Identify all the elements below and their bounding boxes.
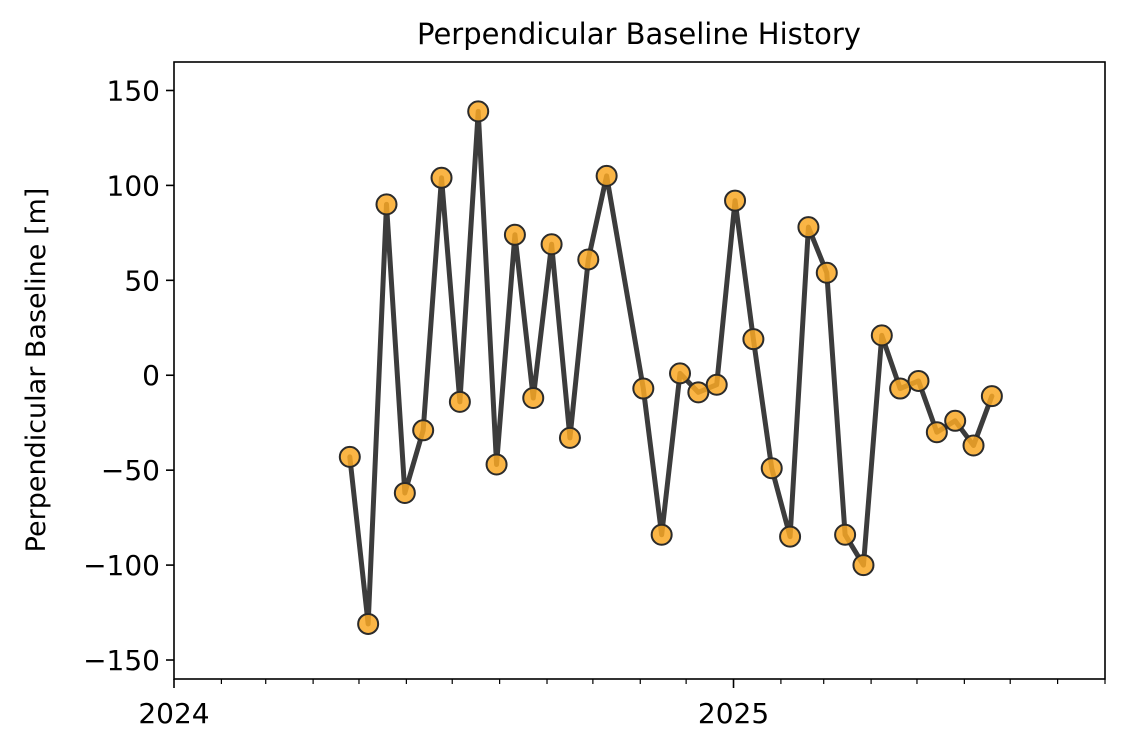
data-point xyxy=(779,525,802,548)
data-point xyxy=(467,100,490,123)
y-tick-label: 50 xyxy=(124,264,160,297)
y-tick-label: −100 xyxy=(83,549,160,582)
data-point xyxy=(815,261,838,284)
chart-title: Perpendicular Baseline History xyxy=(417,17,861,51)
x-tick-label: 2024 xyxy=(138,697,209,730)
data-point xyxy=(522,387,545,410)
data-point xyxy=(852,554,875,577)
y-axis-label: Perpendicular Baseline [m] xyxy=(21,188,52,553)
y-tick-label: 100 xyxy=(107,169,160,202)
data-point xyxy=(742,328,765,351)
y-tick-label: 150 xyxy=(107,74,160,107)
data-point xyxy=(338,445,361,468)
y-tick-label: −50 xyxy=(101,454,160,487)
data-point xyxy=(577,248,600,271)
data-point xyxy=(889,377,912,400)
data-point xyxy=(980,385,1003,408)
data-point xyxy=(558,426,581,449)
data-point xyxy=(962,434,985,457)
data-point xyxy=(944,409,967,432)
data-point xyxy=(870,324,893,347)
data-point xyxy=(797,216,820,239)
y-tick-label: −150 xyxy=(83,644,160,677)
plot-frame xyxy=(173,61,1106,680)
data-point xyxy=(760,457,783,480)
data-point xyxy=(650,523,673,546)
data-point xyxy=(925,421,948,444)
x-tick-label: 2025 xyxy=(698,697,769,730)
data-point xyxy=(724,189,747,212)
data-point xyxy=(632,377,655,400)
y-tick-label: 0 xyxy=(142,359,160,392)
data-point xyxy=(357,612,380,635)
data-point xyxy=(669,362,692,385)
data-point xyxy=(540,233,563,256)
axis-ticks: −150 −100 −50 0 50 100 150 2024 2025 xyxy=(83,74,1106,730)
data-point xyxy=(412,419,435,442)
data-point xyxy=(430,166,453,189)
data-point xyxy=(705,373,728,396)
data-point xyxy=(393,481,416,504)
data-point xyxy=(503,223,526,246)
data-point xyxy=(375,193,398,216)
marker-layer xyxy=(338,100,1003,635)
data-point xyxy=(595,164,618,187)
data-point xyxy=(834,523,857,546)
data-point xyxy=(687,381,710,404)
data-point xyxy=(448,390,471,413)
data-point xyxy=(907,369,930,392)
data-point xyxy=(485,453,508,476)
